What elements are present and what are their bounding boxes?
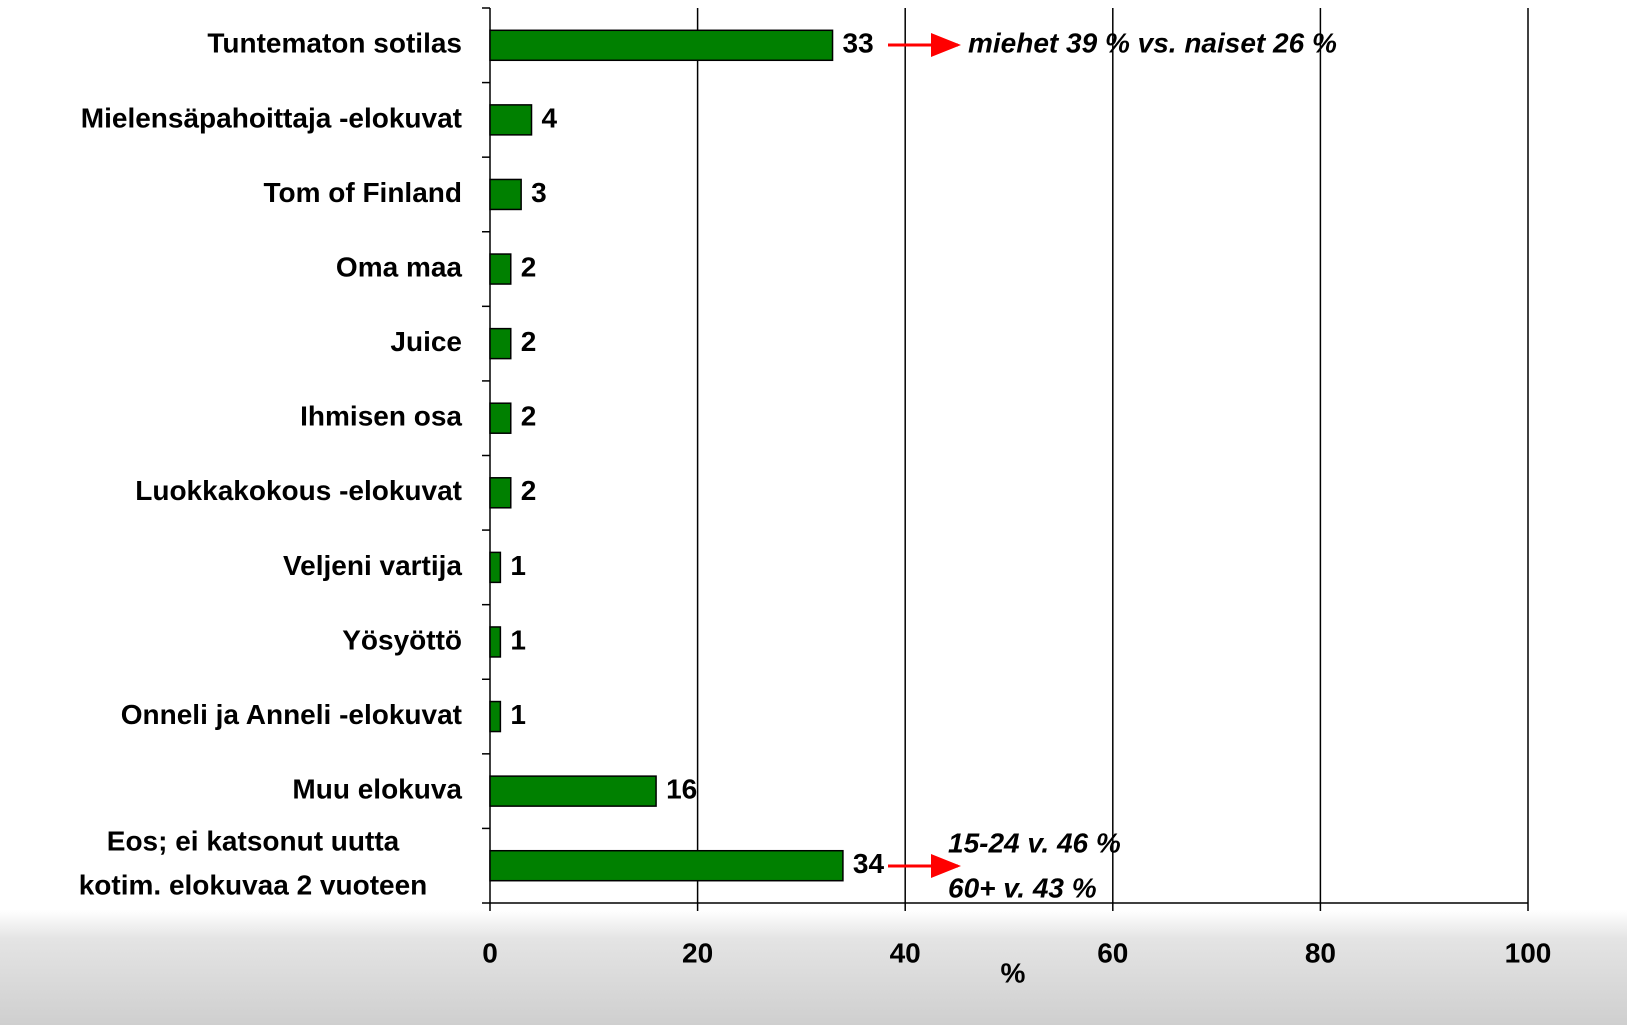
value-label: 3 — [531, 177, 547, 208]
bar — [489, 700, 502, 733]
value-label: 2 — [521, 326, 537, 357]
y-tick-label: Oma maa — [336, 251, 462, 282]
bar — [489, 104, 533, 136]
bar — [489, 29, 834, 62]
value-label: 2 — [521, 401, 537, 432]
bar — [489, 178, 522, 211]
y-tick-label: Luokkakokous -elokuvat — [135, 475, 462, 506]
x-tick-label: 20 — [682, 937, 713, 968]
x-tick-label: 100 — [1505, 937, 1552, 968]
x-tick-label: 0 — [482, 937, 498, 968]
value-label: 2 — [521, 251, 537, 282]
annotation: miehet 39 % vs. naiset 26 % — [968, 27, 1337, 58]
value-label: 16 — [666, 774, 697, 805]
bar — [489, 626, 502, 658]
value-label: 4 — [542, 102, 558, 133]
bar — [489, 253, 512, 285]
bar — [489, 775, 657, 807]
y-tick-label: Tuntematon sotilas — [207, 28, 462, 59]
y-tick-label: Eos; ei katsonut uutta kotim. elokuvaa 2 … — [79, 826, 428, 901]
bar — [489, 327, 512, 360]
y-tick-label: Veljeni vartija — [283, 550, 462, 581]
y-tick-label: Tom of Finland — [263, 177, 462, 208]
value-label: 1 — [510, 699, 526, 730]
bar — [489, 849, 844, 882]
y-tick-label: Muu elokuva — [292, 774, 462, 805]
x-tick-label: 60 — [1097, 937, 1128, 968]
y-tick-label: Juice — [390, 326, 462, 357]
x-axis-label: % — [1001, 957, 1026, 988]
annotation: 60+ v. 43 % — [948, 872, 1097, 903]
bar — [489, 402, 512, 434]
background-band — [0, 910, 1627, 1025]
value-label: 1 — [510, 624, 526, 655]
value-label: 2 — [521, 475, 537, 506]
value-label: 33 — [843, 28, 874, 59]
x-tick-label: 80 — [1305, 937, 1336, 968]
value-label: 34 — [853, 848, 885, 879]
annotation: 15-24 v. 46 % — [948, 827, 1121, 858]
y-tick-label: Yösyöttö — [342, 624, 462, 655]
x-tick-label: 40 — [890, 937, 921, 968]
bar — [489, 477, 512, 509]
value-label: 1 — [510, 550, 526, 581]
y-tick-label: Onneli ja Anneli -elokuvat — [121, 699, 462, 730]
y-tick-label: Ihmisen osa — [300, 401, 462, 432]
y-tick-label: Mielensäpahoittaja -elokuvat — [81, 102, 462, 133]
bar — [489, 551, 502, 584]
